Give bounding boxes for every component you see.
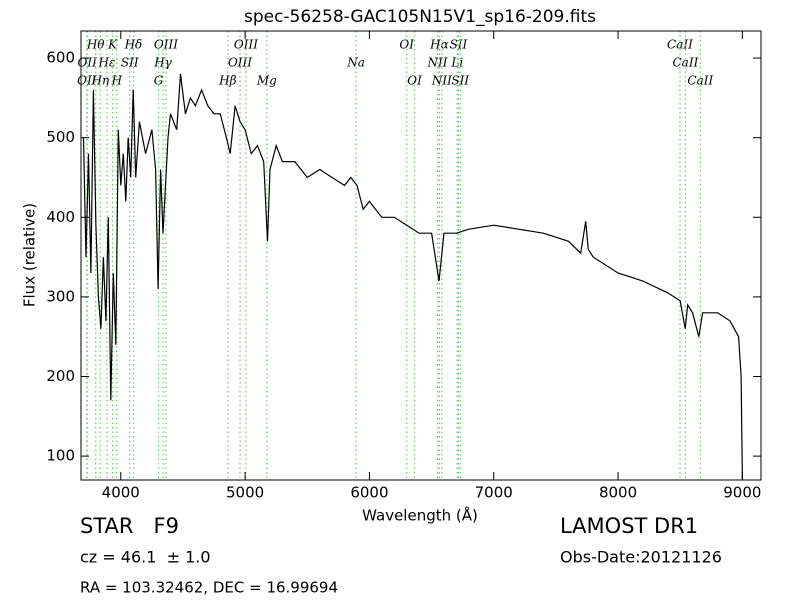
spectral-line-label: Hβ [218, 74, 236, 88]
spectral-line-label: OIII [234, 38, 258, 52]
spectral-line-label: Hε [98, 56, 116, 70]
y-tick-label: 100 [46, 447, 75, 465]
x-tick-label: 7000 [475, 484, 513, 502]
plot-area: OIIOIIHθHηHεKHSIIHδGHγOIIIHβOIIIOIIIMgNa… [46, 30, 762, 502]
y-tick-label: 500 [46, 128, 75, 146]
plot-frame [80, 30, 762, 481]
spectral-line-label: G [154, 74, 164, 88]
spectral-line-label: CaII [667, 38, 693, 52]
spectral-line-label: Na [346, 56, 365, 70]
spectral-line-label: Hα [429, 38, 449, 52]
y-tick-label: 600 [46, 49, 75, 67]
spectral-line-label: SII [451, 74, 469, 88]
chart-title: spec-56258-GAC105N15V1_sp16-209.fits [244, 7, 596, 27]
x-tick-label: 5000 [226, 484, 264, 502]
spectral-line-label: Hδ [124, 38, 143, 52]
spectral-line-label: NII [427, 56, 448, 70]
coords-label: RA = 103.32462, DEC = 16.99694 [80, 579, 338, 597]
spectral-line-label: Hγ [153, 56, 172, 70]
spectral-line-label: CaII [673, 56, 699, 70]
spectral-line-label: CaII [687, 74, 713, 88]
x-tick-label: 4000 [102, 484, 140, 502]
y-axis-label: Flux (relative) [21, 203, 39, 307]
spectral-line-label: Hη [90, 74, 109, 88]
survey-label: LAMOST DR1 [560, 514, 698, 538]
spectral-line-label: Hθ [86, 38, 105, 52]
spectral-line-label: Li [450, 56, 463, 70]
y-tick-label: 300 [46, 287, 75, 305]
spectral-line-label: Mg [256, 74, 277, 88]
spectral-line-label: OI [399, 38, 414, 52]
x-axis-label: Wavelength (Å) [362, 506, 478, 525]
spectral-line-label: NII [431, 74, 452, 88]
x-tick-label: 6000 [350, 484, 388, 502]
spectral-line-label: SII [450, 38, 468, 52]
spectral-line-label: OI [407, 74, 422, 88]
spectral-line-label: H [111, 74, 123, 88]
y-tick-label: 200 [46, 367, 75, 385]
redshift-label: cz = 46.1 ± 1.0 [80, 548, 211, 567]
x-tick-label: 8000 [599, 484, 637, 502]
spectral-line-label: OII [78, 56, 98, 70]
date-label: Obs-Date:20121126 [560, 548, 722, 567]
x-tick-label: 9000 [723, 484, 761, 502]
spectral-line-label: OIII [154, 38, 178, 52]
spectral-line-label: OIII [228, 56, 252, 70]
spectral-line-label: SII [121, 56, 139, 70]
spectrum-line [82, 73, 743, 480]
class-label: STAR F9 [80, 514, 179, 538]
y-tick-label: 400 [46, 208, 75, 226]
spectral-line-label: K [107, 38, 118, 52]
